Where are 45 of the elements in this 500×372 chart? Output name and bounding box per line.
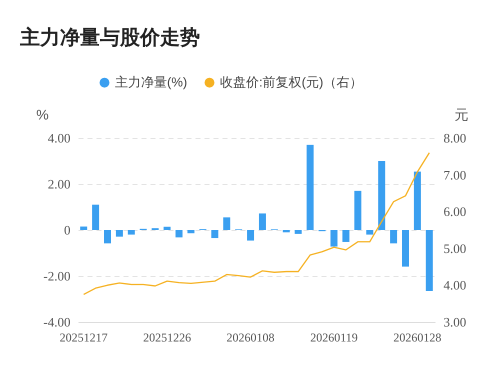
y2-tick-label: 3.00 xyxy=(444,314,466,330)
bar xyxy=(294,230,302,234)
bar xyxy=(414,172,421,230)
bar xyxy=(366,230,374,235)
y-tick-label: 2.00 xyxy=(48,176,70,192)
bar xyxy=(426,230,433,291)
bar xyxy=(354,190,362,230)
legend-label: 收盘价:前复权(元)（右） xyxy=(220,74,362,90)
bar xyxy=(164,226,171,230)
x-tick-label: 20251217 xyxy=(60,330,108,344)
bar xyxy=(247,230,254,241)
legend-label: 主力净量(%) xyxy=(115,74,188,90)
bar xyxy=(92,204,100,230)
bar xyxy=(378,161,386,230)
y2-tick-label: 6.00 xyxy=(444,204,466,220)
x-tick-label: 20260108 xyxy=(226,330,275,344)
y-axis-title: % xyxy=(36,106,49,122)
y2-tick-label: 5.00 xyxy=(444,240,466,256)
bar xyxy=(187,230,194,234)
bar xyxy=(116,230,123,237)
chart-title: 主力净量与股价走势 xyxy=(20,26,200,51)
y-tick-label: 0 xyxy=(64,222,70,238)
line-series xyxy=(83,152,430,296)
bar xyxy=(390,230,398,244)
bar xyxy=(330,230,338,247)
x-tick-label: 20260119 xyxy=(310,330,358,344)
bar xyxy=(223,217,230,230)
bar xyxy=(211,230,218,238)
x-tick-label: 20260128 xyxy=(393,330,442,344)
y2-tick-label: 7.00 xyxy=(444,167,466,182)
bar xyxy=(306,144,314,230)
y2-axis-title: 元 xyxy=(454,106,468,122)
y-tick-label: -4.00 xyxy=(43,314,70,330)
bar xyxy=(176,230,183,238)
y-tick-label: -2.00 xyxy=(43,268,70,284)
y2-tick-label: 4.00 xyxy=(444,278,466,293)
bar xyxy=(342,230,350,242)
bar xyxy=(104,230,111,244)
bar xyxy=(128,230,135,235)
y-tick-label: 4.00 xyxy=(48,130,70,146)
x-tick-label: 20251226 xyxy=(143,330,192,344)
bar xyxy=(402,230,409,267)
y2-tick-label: 8.00 xyxy=(444,130,466,146)
bar xyxy=(258,213,266,230)
bar xyxy=(80,226,88,230)
